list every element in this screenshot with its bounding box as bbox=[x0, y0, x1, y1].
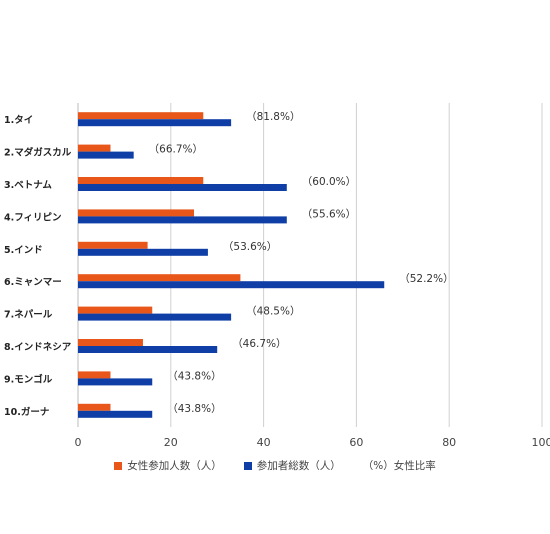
ratio-label: （48.5%） bbox=[246, 306, 300, 318]
bar-total bbox=[78, 281, 385, 289]
legend-label-total: 参加者総数（人） bbox=[256, 460, 341, 472]
ratio-label: （55.6%） bbox=[302, 208, 356, 220]
bar-female bbox=[78, 306, 153, 314]
category-label: 6.ミャンマー bbox=[4, 277, 62, 288]
bar-female bbox=[78, 144, 111, 152]
bar-total bbox=[78, 184, 287, 191]
x-tick-label: 0 bbox=[75, 436, 82, 449]
bar-total bbox=[78, 410, 153, 418]
bar-total bbox=[78, 119, 232, 127]
bar-total bbox=[78, 346, 218, 353]
bar-female bbox=[78, 177, 204, 184]
legend-label-ratio: （%）女性比率 bbox=[362, 460, 436, 472]
bar-female bbox=[78, 209, 194, 217]
ratio-label: （46.7%） bbox=[232, 338, 286, 350]
category-label: 10.ガーナ bbox=[4, 406, 49, 418]
bar-total bbox=[78, 378, 153, 386]
bar-total bbox=[78, 248, 208, 256]
ratio-label: （81.8%） bbox=[246, 111, 300, 123]
category-label: 3.ベトナム bbox=[4, 180, 52, 191]
category-label: 5.インド bbox=[4, 245, 43, 256]
ratio-label: （43.8%） bbox=[167, 370, 221, 382]
legend-item-ratio: （%）女性比率 bbox=[363, 458, 436, 473]
bars bbox=[78, 112, 385, 418]
category-label: 9.モンゴル bbox=[4, 373, 53, 385]
bar-female bbox=[78, 112, 204, 120]
ratio-label: （43.8%） bbox=[167, 403, 221, 415]
bar-female bbox=[78, 241, 148, 249]
legend-label-female: 女性参加人数（人） bbox=[127, 460, 222, 472]
ratio-label: （52.2%） bbox=[399, 273, 453, 285]
category-label: 2.マダガスカル bbox=[4, 147, 72, 159]
bar-total bbox=[78, 216, 287, 224]
bar-female bbox=[78, 339, 143, 346]
bar-female bbox=[78, 274, 241, 282]
legend: 女性参加人数（人） 参加者総数（人） （%）女性比率 bbox=[0, 458, 550, 473]
ratio-label: （60.0%） bbox=[302, 176, 356, 188]
ratio-label: （53.6%） bbox=[223, 241, 277, 253]
legend-swatch-female bbox=[114, 461, 123, 470]
ratio-label: （66.7%） bbox=[149, 144, 203, 156]
legend-item-female: 女性参加人数（人） bbox=[114, 458, 222, 473]
bar-female bbox=[78, 371, 111, 379]
legend-swatch-total bbox=[243, 461, 252, 470]
category-label: 1.タイ bbox=[4, 114, 33, 126]
category-label: 4.フィリピン bbox=[4, 211, 62, 223]
x-tick-label: 80 bbox=[442, 436, 456, 449]
category-label: 7.ネパール bbox=[4, 309, 53, 321]
legend-item-total: 参加者総数（人） bbox=[243, 458, 341, 473]
bar-total bbox=[78, 151, 134, 159]
x-tick-label: 100 bbox=[532, 436, 550, 449]
x-tick-label: 20 bbox=[164, 436, 178, 449]
x-tick-label: 40 bbox=[257, 436, 271, 449]
labels: 0 20 40 60 80 100 1.タイ （81.8%） 2.マダガスカル （66.7%） 3.… bbox=[4, 111, 550, 449]
bar-total bbox=[78, 313, 232, 321]
category-label: 8.インドネシア bbox=[4, 342, 72, 353]
bar-female bbox=[78, 403, 111, 411]
x-tick-label: 60 bbox=[349, 436, 363, 449]
